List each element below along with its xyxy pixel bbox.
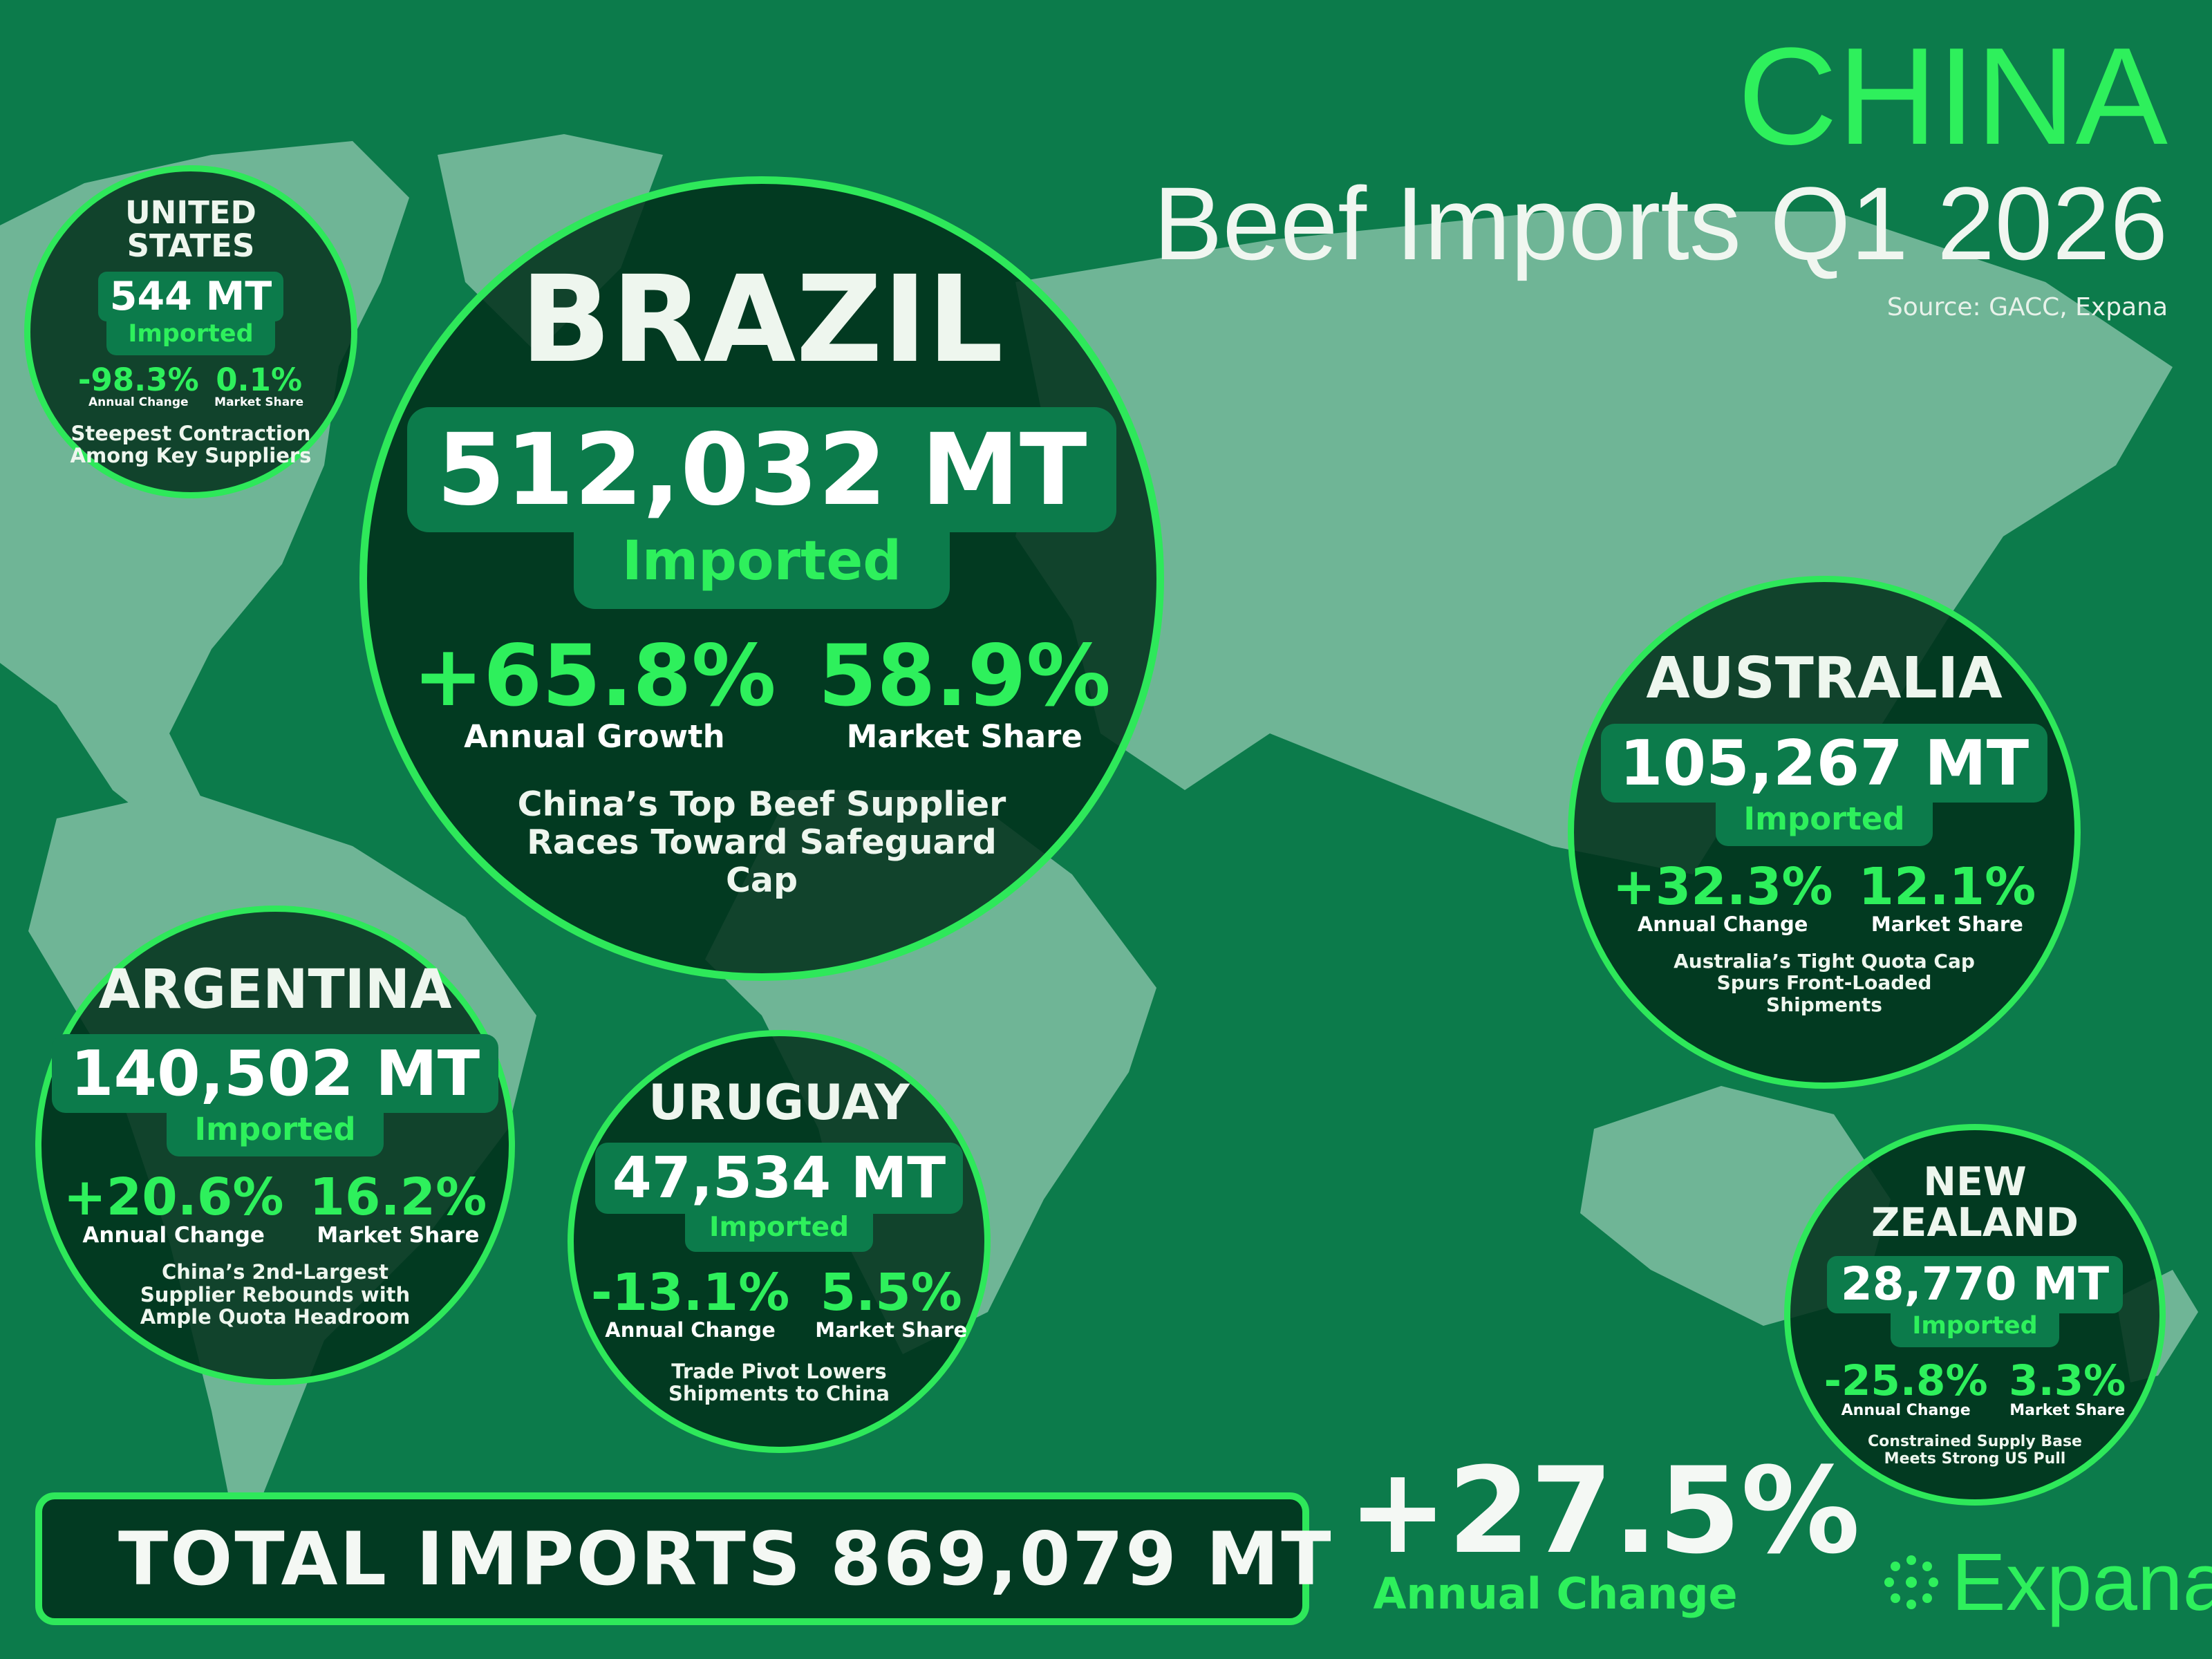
annual-change-label: Annual Change [1841,1401,1971,1419]
annual-change-label: Annual Change [82,1223,265,1248]
annual-change-value: -13.1% [590,1263,790,1323]
imported-label: Imported [106,319,276,355]
import-volume: 28,770 MT [1827,1255,2123,1313]
total-change-label: Annual Change [1373,1568,1738,1619]
supplier-caption: Australia’s Tight Quota Cap Spurs Front-… [1674,950,1975,1016]
market-share-value: 58.9% [818,627,1111,726]
supplier-caption: China’s 2nd-Largest Supplier Rebounds wi… [140,1260,411,1329]
market-share-label: Market Share [1871,912,2023,937]
annual-change-value: +65.8% [413,627,776,726]
expana-logo: Expana [1884,1541,2212,1623]
supplier-name: URUGUAY [648,1074,910,1132]
market-share-value: 16.2% [309,1168,487,1228]
supplier-card-united-states: UNITED STATES 544 MT Imported -98.3% Annua… [24,165,357,498]
supplier-card-australia: AUSTRALIA 105,267 MT Imported +32.3% Annua… [1568,576,2081,1089]
imported-label: Imported [684,1212,874,1252]
total-annual-change: +27.5% Annual Change [1348,1441,1860,1619]
total-imports-text: TOTAL IMPORTS 869,079 MT [118,1516,1333,1602]
page-title: CHINA [1737,19,2168,174]
import-volume: 47,534 MT [595,1143,963,1215]
starburst-dots-icon [1884,1555,1938,1609]
imported-label: Imported [1890,1311,2060,1347]
supplier-name: UNITED STATES [125,194,256,264]
annual-change-value: -25.8% [1824,1356,1988,1405]
supplier-card-brazil: BRAZIL 512,032 MT Imported +65.8% Annual G… [359,176,1164,981]
supplier-card-argentina: ARGENTINA 140,502 MT Imported +20.6% Annua… [35,906,515,1385]
annual-change-label: Annual Change [1637,912,1808,937]
total-change-value: +27.5% [1348,1441,1860,1580]
supplier-caption: Constrained Supply Base Meets Strong US … [1868,1433,2082,1468]
supplier-name: NEW ZEALAND [1871,1159,2079,1246]
annual-change-label: Annual Change [88,395,189,410]
import-volume: 544 MT [97,272,284,321]
logo-wordmark: Expana [1951,1537,2212,1628]
annual-change-value: +20.6% [63,1168,284,1228]
market-share-label: Market Share [214,395,304,410]
supplier-name: BRAZIL [520,250,1004,390]
market-share-label: Market Share [317,1223,480,1248]
import-volume: 140,502 MT [51,1034,499,1113]
total-imports-banner: TOTAL IMPORTS 869,079 MT [35,1492,1331,1625]
supplier-caption: Trade Pivot Lowers Shipments to China [668,1359,890,1406]
supplier-caption: China’s Top Beef Supplier Races Toward S… [517,785,1006,901]
supplier-card-uruguay: URUGUAY 47,534 MT Imported -13.1% Annual C… [568,1030,991,1453]
annual-change-value: -98.3% [77,362,199,399]
source-note: Source: GACC, Expana [1886,293,2168,321]
annual-change-value: +32.3% [1612,857,1833,917]
market-share-value: 12.1% [1858,857,2036,917]
imported-label: Imported [166,1111,384,1157]
supplier-name: AUSTRALIA [1646,645,2003,711]
market-share-value: 5.5% [820,1263,962,1323]
supplier-caption: Steepest Contraction Among Key Suppliers [70,421,312,468]
annual-change-label: Annual Change [605,1318,776,1342]
import-volume: 512,032 MT [406,407,1117,532]
market-share-label: Market Share [815,1318,968,1342]
market-share-value: 3.3% [2009,1356,2126,1405]
annual-change-label: Annual Growth [464,718,725,756]
market-share-label: Market Share [846,718,1082,756]
supplier-name: ARGENTINA [98,959,452,1022]
market-share-label: Market Share [2009,1401,2126,1419]
page-subtitle: Beef Imports Q1 2026 [1153,165,2168,281]
imported-label: Imported [1715,800,1933,847]
imported-label: Imported [573,530,950,609]
market-share-value: 0.1% [216,362,303,399]
supplier-card-new-zealand: NEW ZEALAND 28,770 MT Imported -25.8% Annu… [1784,1124,2166,1506]
import-volume: 105,267 MT [1600,724,2048,803]
